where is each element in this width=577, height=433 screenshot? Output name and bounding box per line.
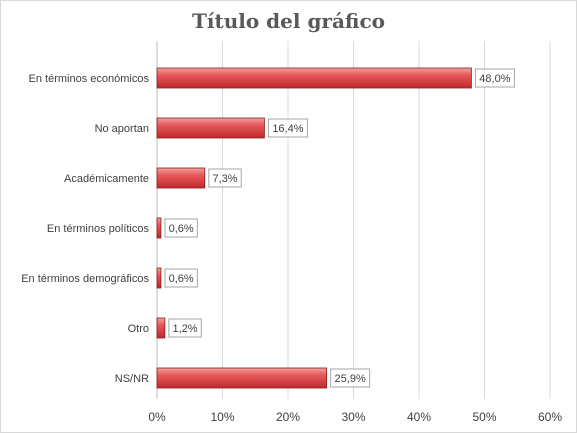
- x-axis-ticks: 0% 10% 20% 30% 40% 50% 60%: [148, 410, 562, 424]
- category-label: En términos políticos: [47, 223, 150, 235]
- chart-title: Título del gráfico: [192, 9, 385, 33]
- bar: [156, 317, 166, 339]
- x-tick-label: 20%: [276, 410, 300, 424]
- data-label: 0,6%: [169, 273, 194, 285]
- data-label: 25,9%: [335, 373, 366, 385]
- x-tick-label: 50%: [472, 410, 496, 424]
- bars: 48,0% 16,4% 7,3% 0,6% 0,6% 1,2% 25,9%: [156, 67, 515, 389]
- x-tick-label: 40%: [407, 410, 431, 424]
- x-tick-label: 10%: [210, 410, 234, 424]
- data-label: 1,2%: [173, 323, 198, 335]
- bar: [156, 267, 162, 289]
- bar: [156, 67, 472, 89]
- category-labels: En términos económicos No aportan Académic…: [21, 73, 149, 385]
- data-label-box: [168, 318, 202, 338]
- bar: [156, 167, 206, 189]
- data-label-box: [164, 218, 198, 238]
- data-label-box: [330, 368, 371, 388]
- data-label: 0,6%: [169, 223, 194, 235]
- data-label: 48,0%: [479, 73, 510, 85]
- data-label-box: [208, 168, 242, 188]
- data-label-box: [267, 118, 308, 138]
- x-tick-label: 30%: [341, 410, 365, 424]
- data-label: 7,3%: [212, 173, 237, 185]
- bar: [156, 367, 328, 389]
- category-label: Otro: [128, 323, 149, 335]
- grid-lines: [156, 41, 551, 399]
- x-tick-label: 0%: [148, 410, 166, 424]
- category-label: NS/NR: [115, 373, 149, 385]
- category-label: En términos demográficos: [21, 273, 149, 285]
- category-label: Académicamente: [64, 173, 149, 185]
- data-label-box: [474, 68, 515, 88]
- category-label: No aportan: [95, 123, 149, 135]
- data-label-box: [164, 268, 198, 288]
- category-label: En términos económicos: [29, 73, 150, 85]
- bar: [156, 217, 162, 239]
- data-label: 16,4%: [272, 123, 303, 135]
- x-tick-label: 60%: [538, 410, 562, 424]
- bar: [156, 117, 265, 139]
